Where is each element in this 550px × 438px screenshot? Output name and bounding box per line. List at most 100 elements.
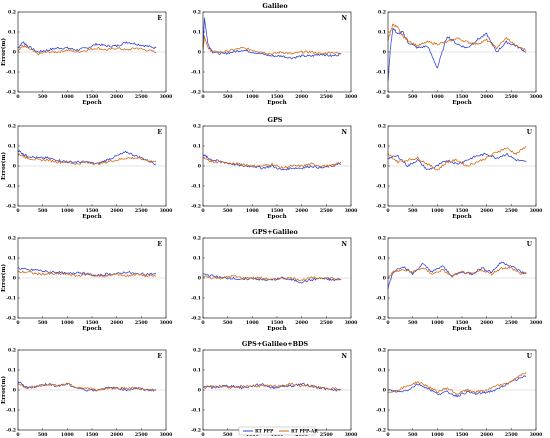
panel-2: 0.20.10-0.1-0.20 500 1000 1500 2000 2500 3000E…	[191, 10, 357, 106]
y-tick-label: 0	[198, 50, 201, 56]
component-label: N	[342, 353, 348, 360]
panel-5: 0.20.10-0.1-0.20 500 1000 1500 2000 2500 3000E…	[191, 124, 357, 220]
x-tick-label: 500	[408, 94, 418, 100]
y-tick-label: -0.2	[6, 316, 16, 322]
y-tick-label: -0.2	[191, 204, 201, 210]
x-tick-label: 1000	[431, 320, 444, 326]
x-tick-label: 3000	[530, 320, 543, 326]
x-tick-label: 1500	[86, 208, 99, 214]
x-axis-label: Epoch	[452, 326, 471, 332]
y-tick-label: -0.2	[376, 204, 386, 210]
x-tick-label: 3000	[160, 94, 173, 100]
panel-9: 0.20.10-0.1-0.20 500 1000 1500 2000 2500 3000E…	[376, 236, 542, 332]
x-tick-label: 500	[38, 208, 48, 214]
y-tick-label: 0.2	[193, 348, 201, 354]
x-axis-label: Epoch	[82, 214, 101, 220]
x-tick-label: 3000	[160, 320, 173, 326]
x-tick-label: 1500	[456, 94, 469, 100]
panel-11: 0.20.10-0.1-0.2050010001500200025003000E…	[191, 348, 357, 438]
x-tick-label: 2000	[110, 94, 123, 100]
x-tick-label: 0	[386, 208, 389, 214]
y-tick-label: 0.1	[8, 30, 16, 36]
series-line-rt-ppp-ar	[17, 382, 157, 392]
x-tick-label: 0	[201, 208, 204, 214]
y-tick-label: 0.1	[193, 144, 201, 150]
y-tick-label: -0.1	[6, 296, 16, 302]
y-tick-label: -0.1	[376, 184, 386, 190]
y-tick-label: 0	[13, 388, 16, 394]
x-axis-label: Epoch	[267, 326, 286, 332]
x-tick-label: 0	[16, 208, 19, 214]
x-tick-label: 3000	[530, 94, 543, 100]
y-tick-label: 0.1	[193, 368, 201, 374]
x-tick-label: 3000	[345, 94, 358, 100]
x-tick-label: 2500	[135, 432, 148, 438]
series-line-rt-ppp	[202, 17, 342, 60]
x-tick-label: 2000	[295, 320, 308, 326]
series-line-rt-ppp-ar	[202, 157, 342, 169]
y-tick-label: -0.2	[191, 316, 201, 322]
y-tick-label: 0	[198, 164, 201, 170]
y-tick-label: 0	[13, 164, 16, 170]
x-tick-label: 2500	[135, 94, 148, 100]
x-tick-label: 1500	[271, 94, 284, 100]
y-tick-label: 0	[383, 276, 386, 282]
y-tick-label: -0.1	[6, 70, 16, 76]
x-tick-label: 2500	[320, 94, 333, 100]
series-line-rt-ppp-ar	[17, 270, 157, 278]
y-tick-label: -0.1	[191, 70, 201, 76]
y-tick-label: 0.2	[8, 124, 16, 130]
y-tick-label: 0.2	[378, 124, 386, 130]
series-line-rt-ppp-ar	[17, 152, 157, 166]
series-line-rt-ppp-ar	[202, 35, 342, 56]
y-tick-label: 0.1	[193, 30, 201, 36]
x-tick-label: 1000	[61, 432, 74, 438]
y-tick-label: 0	[383, 164, 386, 170]
series-line-rt-ppp	[17, 381, 157, 392]
series-line-rt-ppp-ar	[202, 274, 342, 281]
x-axis-label: Epoch	[82, 326, 101, 332]
x-axis-label: Epoch	[267, 100, 286, 106]
x-tick-label: 500	[38, 94, 48, 100]
x-tick-label: 500	[223, 208, 233, 214]
component-label: U	[527, 129, 533, 136]
x-tick-label: 500	[38, 320, 48, 326]
y-tick-label: -0.1	[191, 184, 201, 190]
x-tick-label: 2000	[110, 320, 123, 326]
series-line-rt-ppp-ar	[17, 45, 157, 56]
y-tick-label: -0.1	[191, 408, 201, 414]
x-axis-label: Epoch	[82, 100, 101, 106]
y-tick-label: 0.2	[8, 348, 16, 354]
y-tick-label: -0.2	[6, 90, 16, 96]
y-axis-label: Error(m)	[0, 152, 7, 180]
x-tick-label: 500	[223, 320, 233, 326]
legend-box	[238, 426, 316, 436]
y-tick-label: 0.2	[193, 236, 201, 242]
x-tick-label: 1500	[456, 432, 469, 438]
y-tick-label: 0	[383, 388, 386, 394]
y-tick-label: 0.1	[378, 256, 386, 262]
y-axis-label: Error(m)	[0, 376, 7, 404]
series-line-rt-ppp-ar	[387, 23, 527, 51]
row-title: GPS+Galileo	[252, 228, 297, 236]
x-tick-label: 1500	[86, 320, 99, 326]
x-tick-label: 3000	[530, 208, 543, 214]
x-tick-label: 2500	[320, 208, 333, 214]
x-tick-label: 2000	[295, 94, 308, 100]
component-label: N	[342, 129, 348, 136]
y-tick-label: -0.2	[376, 428, 386, 434]
x-tick-label: 0	[201, 94, 204, 100]
x-tick-label: 2500	[320, 432, 333, 438]
y-tick-label: 0.1	[378, 30, 386, 36]
component-label: E	[157, 15, 162, 22]
y-tick-label: -0.2	[191, 90, 201, 96]
x-tick-label: 2500	[505, 320, 518, 326]
series-line-rt-ppp	[202, 382, 342, 392]
x-tick-label: 3000	[160, 432, 173, 438]
series-line-rt-ppp-ar	[387, 145, 527, 171]
y-tick-label: 0.1	[193, 256, 201, 262]
x-tick-label: 500	[223, 94, 233, 100]
x-tick-label: 1000	[246, 94, 259, 100]
